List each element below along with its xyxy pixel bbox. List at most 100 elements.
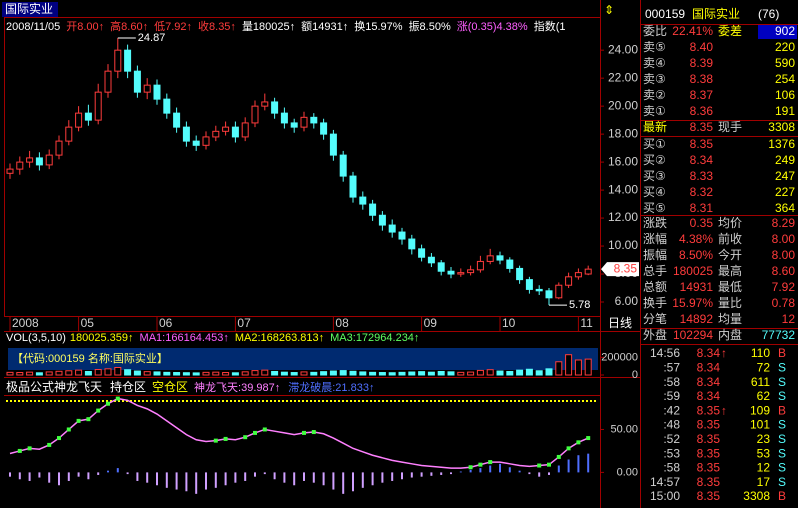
y-tick-label: 12.00: [608, 210, 638, 224]
candle-body: [261, 101, 269, 107]
vol-bar: [35, 372, 43, 376]
x-tick-label: 10: [502, 316, 516, 330]
rise-dot: [468, 465, 473, 470]
q-value: 77732: [762, 328, 796, 342]
candle-body: [124, 49, 132, 72]
vol-bar: [437, 370, 445, 376]
candle-body: [241, 122, 249, 138]
candle-body: [378, 214, 386, 226]
q-value: 7.92: [772, 280, 796, 294]
candle-body: [310, 116, 318, 124]
period-label: 日线: [608, 316, 632, 330]
candle-body: [26, 157, 34, 163]
tick-time: :58: [663, 461, 680, 475]
tick-price: 8.35: [697, 475, 721, 489]
ask-price: 8.39: [690, 56, 714, 70]
q-value: 3308: [768, 120, 795, 134]
candle-body: [94, 91, 102, 121]
candle-body: [388, 224, 396, 233]
vol-bar: [182, 372, 190, 376]
rise-dot: [478, 462, 483, 467]
vol-bar: [202, 371, 210, 376]
q-value: 102294: [673, 328, 713, 342]
ind-zone: 空仓区: [152, 380, 188, 394]
rise-dot: [253, 430, 257, 435]
tick-side: S: [778, 418, 786, 432]
rise-dot: [106, 401, 110, 406]
vol-bar: [94, 369, 102, 376]
bid-price: 8.34: [690, 153, 714, 167]
tick-arrow: ↑: [721, 346, 727, 360]
vol-bar: [584, 358, 592, 376]
candle-body: [271, 101, 279, 114]
vol-bar: [65, 370, 73, 376]
tick-vol: 23: [757, 432, 771, 446]
vol-bar: [496, 370, 504, 376]
candle-body: [222, 126, 230, 132]
q-label: 量比: [718, 296, 742, 310]
x-tick-label: 07: [237, 316, 251, 330]
vol-bar: [55, 370, 63, 376]
y-tick-label: 24.00: [608, 42, 638, 56]
candle-body: [427, 256, 435, 264]
x-tick-label: 11: [580, 316, 593, 330]
bid-label: 买③: [643, 169, 666, 183]
vol-bar: [6, 371, 14, 376]
highlight: [758, 25, 797, 39]
vol-bar: [476, 369, 484, 376]
vol-bar: [241, 371, 249, 376]
tick-time: :52: [663, 432, 680, 446]
candle-body: [280, 112, 288, 124]
candle-body: [300, 116, 308, 128]
ind-title: 极品公式神龙飞天: [6, 380, 102, 394]
bid-vol: 249: [775, 153, 795, 167]
quote-header: 000159: [645, 7, 685, 21]
candle-body: [574, 272, 582, 278]
candle-body: [182, 126, 190, 142]
q-value: 180025: [673, 264, 713, 278]
rise-dot: [115, 396, 120, 401]
bid-price: 8.31: [690, 201, 714, 215]
rise-dot: [566, 446, 571, 451]
x-tick-label: 2008: [12, 316, 39, 330]
candle-body: [584, 268, 592, 275]
rise-dot: [576, 440, 581, 445]
candle-body: [447, 270, 455, 275]
q-value: 4.38%: [679, 232, 713, 246]
ask-vol: 254: [775, 72, 795, 86]
tick-price: 8.35: [697, 403, 721, 417]
vol-bar: [398, 371, 406, 376]
tick-arrow: ↑: [721, 403, 727, 417]
y-tick-label: 6.00: [615, 294, 639, 308]
q-value: 12: [782, 312, 796, 326]
tick-side: S: [778, 375, 786, 389]
vol-legend: MA1:166164.453↑: [140, 332, 229, 344]
tick-price: 8.35: [697, 418, 721, 432]
q-label: 今开: [718, 247, 742, 262]
candle-body: [339, 154, 347, 177]
q-label: 均价: [718, 216, 742, 230]
bid-price: 8.32: [690, 185, 714, 199]
info-item: 低7.92↑: [154, 20, 192, 33]
ask-label: 卖②: [643, 88, 666, 102]
bid-vol: 247: [775, 169, 795, 183]
candle-body: [16, 161, 24, 170]
tick-time: 14:56: [650, 346, 680, 360]
candle-body: [476, 260, 484, 271]
rise-dot: [547, 462, 551, 467]
vol-bar: [349, 370, 357, 376]
rise-dot: [213, 438, 218, 443]
x-tick-label: 09: [424, 316, 438, 330]
candle-body: [349, 175, 357, 198]
tick-time: 14:57: [650, 475, 680, 489]
tick-price: 8.35: [697, 461, 721, 475]
rise-dot: [243, 435, 248, 440]
info-item: 振8.50%: [409, 19, 451, 33]
tick-price: 8.34: [697, 375, 721, 389]
tick-time: :59: [663, 389, 680, 403]
candle-body: [408, 238, 416, 250]
vol-bar: [516, 369, 524, 376]
q-value: 8.00: [772, 232, 796, 246]
vol-bar: [212, 371, 220, 376]
candle-body: [192, 140, 200, 146]
